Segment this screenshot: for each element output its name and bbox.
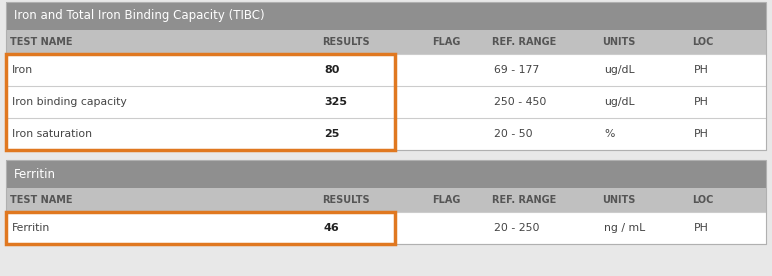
Text: 20 - 250: 20 - 250: [494, 223, 540, 233]
Bar: [6, 160, 766, 188]
Bar: [6, 188, 766, 212]
Text: Iron: Iron: [12, 65, 33, 75]
Bar: [6, 54, 395, 150]
Bar: [6, 212, 766, 244]
Text: 80: 80: [324, 65, 340, 75]
Text: UNITS: UNITS: [602, 37, 635, 47]
Text: 250 - 450: 250 - 450: [494, 97, 547, 107]
Text: Iron binding capacity: Iron binding capacity: [12, 97, 127, 107]
Text: 20 - 50: 20 - 50: [494, 129, 533, 139]
Text: ng / mL: ng / mL: [604, 223, 645, 233]
Bar: [6, 118, 766, 150]
Text: PH: PH: [694, 129, 709, 139]
Text: LOC: LOC: [692, 37, 713, 47]
Text: Ferritin: Ferritin: [14, 168, 56, 181]
Text: 325: 325: [324, 97, 347, 107]
Text: PH: PH: [694, 65, 709, 75]
Text: Ferritin: Ferritin: [12, 223, 50, 233]
Bar: [6, 54, 766, 86]
Text: PH: PH: [694, 223, 709, 233]
Text: 69 - 177: 69 - 177: [494, 65, 540, 75]
Text: ug/dL: ug/dL: [604, 97, 635, 107]
Text: FLAG: FLAG: [432, 195, 460, 205]
Text: RESULTS: RESULTS: [322, 195, 370, 205]
Bar: [6, 2, 766, 30]
Text: LOC: LOC: [692, 195, 713, 205]
Text: PH: PH: [694, 97, 709, 107]
Text: REF. RANGE: REF. RANGE: [492, 195, 557, 205]
Text: TEST NAME: TEST NAME: [10, 195, 73, 205]
Text: Iron and Total Iron Binding Capacity (TIBC): Iron and Total Iron Binding Capacity (TI…: [14, 9, 265, 23]
Text: %: %: [604, 129, 615, 139]
Text: TEST NAME: TEST NAME: [10, 37, 73, 47]
Bar: [6, 2, 766, 150]
Text: 46: 46: [324, 223, 340, 233]
Bar: [6, 160, 766, 244]
Bar: [6, 2, 766, 150]
Bar: [6, 212, 395, 244]
Bar: [6, 30, 766, 54]
Text: UNITS: UNITS: [602, 195, 635, 205]
Text: REF. RANGE: REF. RANGE: [492, 37, 557, 47]
Text: FLAG: FLAG: [432, 37, 460, 47]
Bar: [6, 86, 766, 118]
Bar: [6, 160, 766, 244]
Text: 25: 25: [324, 129, 340, 139]
Text: Iron saturation: Iron saturation: [12, 129, 92, 139]
Text: ug/dL: ug/dL: [604, 65, 635, 75]
Text: RESULTS: RESULTS: [322, 37, 370, 47]
